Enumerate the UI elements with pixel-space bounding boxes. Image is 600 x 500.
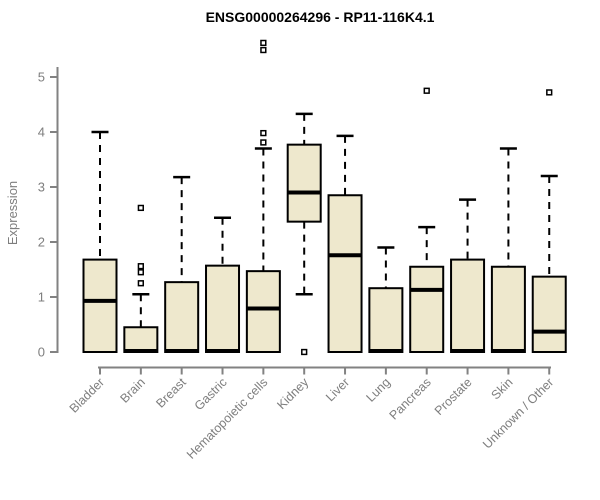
y-tick-label: 5: [38, 70, 45, 85]
category-label: Skin: [488, 375, 515, 402]
category-label: Hematopoietic cells: [184, 375, 271, 462]
outlier-point-hematopoietic-cells: [260, 39, 267, 47]
outlier-point-kidney: [301, 348, 308, 356]
category-label: Unknown / Other: [480, 375, 556, 451]
boxplot-box-gastric: [205, 264, 241, 353]
y-tick-label: 4: [38, 125, 45, 140]
boxplot-box-unknown-other: [531, 275, 567, 353]
category-label: Kidney: [274, 375, 311, 412]
plot-area: 0 1 2 3 4 5 Bladder Brain Breast GastricHematopoi…: [38, 39, 567, 462]
boxplot-box-skin: [490, 265, 526, 353]
category-label: Liver: [323, 375, 352, 404]
y-axis-label: Expression: [5, 181, 20, 245]
y-tick-label: 2: [38, 235, 45, 250]
boxplot-box-bladder: [82, 258, 118, 354]
outlier-point-brain: [137, 204, 144, 212]
outlier-point-hematopoietic-cells: [260, 46, 267, 54]
category-label: Lung: [363, 375, 393, 405]
boxplot-box-prostate: [450, 258, 486, 354]
outlier-point-brain: [137, 263, 144, 270]
category-label: Gastric: [192, 375, 230, 413]
y-tick-label: 3: [38, 180, 45, 195]
outlier-point-brain: [137, 280, 144, 287]
boxplot-box-pancreas: [409, 265, 445, 353]
y-tick-label: 1: [38, 290, 45, 305]
boxplot-box-kidney: [286, 143, 322, 223]
category-label: Breast: [153, 375, 189, 411]
boxplot-box-hematopoietic-cells: [245, 270, 281, 353]
category-label: Bladder: [67, 375, 107, 415]
outlier-point-hematopoietic-cells: [260, 129, 267, 137]
outlier-point-pancreas: [423, 87, 430, 94]
outlier-point-unknown-other: [546, 89, 553, 96]
outlier-point-hematopoietic-cells: [260, 139, 267, 146]
boxplot-box-lung: [368, 287, 404, 354]
outlier-point-brain: [137, 269, 144, 276]
y-tick-label: 0: [38, 345, 45, 360]
boxplot-box-brain: [123, 326, 159, 353]
category-label: Brain: [117, 375, 148, 406]
boxplot-box-breast: [164, 281, 200, 353]
category-label: Prostate: [432, 375, 475, 418]
boxplot-box-liver: [327, 194, 363, 353]
chart-title: ENSG00000264296 - RP11-116K4.1: [206, 9, 435, 25]
category-label: Pancreas: [387, 375, 434, 422]
